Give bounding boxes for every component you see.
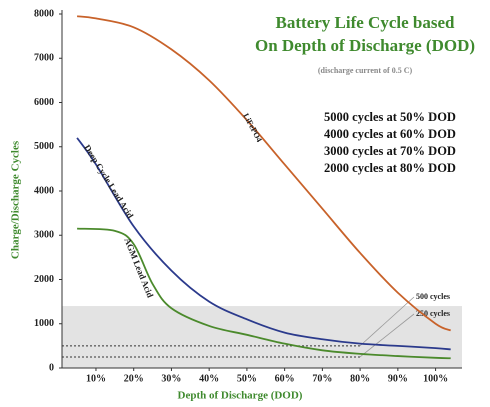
series-label: AGM Lead Acid — [122, 236, 155, 299]
y-tick-label: 3000 — [34, 230, 54, 241]
y-tick-label: 8000 — [34, 8, 54, 19]
annotation: 5000 cycles at 50% DOD — [324, 110, 456, 124]
annotation: 3000 cycles at 70% DOD — [324, 144, 456, 158]
y-tick-label: 5000 — [34, 141, 54, 152]
series-label: Deep Cycle Lead Acid — [82, 143, 135, 220]
y-tick-label: 1000 — [34, 318, 54, 329]
x-tick-label: 100% — [423, 373, 448, 384]
y-tick-label: 2000 — [34, 274, 54, 285]
chart-title: Battery Life Cycle based — [276, 13, 455, 32]
annotation: 2000 cycles at 80% DOD — [324, 161, 456, 175]
leader-line — [359, 313, 415, 358]
x-tick-label: 50% — [237, 373, 257, 384]
x-tick-label: 40% — [199, 373, 219, 384]
y-tick-label: 0 — [49, 362, 54, 373]
series-line — [76, 137, 451, 351]
annotation: 4000 cycles at 60% DOD — [324, 127, 456, 141]
series-line — [77, 227, 451, 360]
shaded-band — [62, 306, 462, 368]
reference-label: 250 cycles — [416, 309, 450, 318]
chart-title: On Depth of Discharge (DOD) — [255, 36, 475, 55]
y-tick-label: 6000 — [34, 97, 54, 108]
x-tick-label: 60% — [275, 373, 295, 384]
y-tick-label: 4000 — [34, 185, 54, 196]
y-axis-label: Charge/Discharge Cycles — [10, 140, 22, 259]
y-tick-label: 7000 — [34, 53, 54, 64]
series-label: LiFePO4 — [241, 112, 264, 144]
x-tick-label: 20% — [124, 373, 144, 384]
x-tick-label: 10% — [86, 373, 106, 384]
reference-label: 500 cycles — [416, 292, 450, 301]
x-tick-label: 30% — [161, 373, 181, 384]
series-line — [76, 15, 452, 332]
x-tick-label: 90% — [388, 373, 408, 384]
x-tick-label: 70% — [312, 373, 332, 384]
x-axis-label: Depth of Discharge (DOD) — [178, 390, 303, 402]
leader-line — [359, 296, 415, 347]
chart-subtitle: (discharge current of 0.5 C) — [318, 66, 413, 75]
x-tick-label: 80% — [350, 373, 370, 384]
